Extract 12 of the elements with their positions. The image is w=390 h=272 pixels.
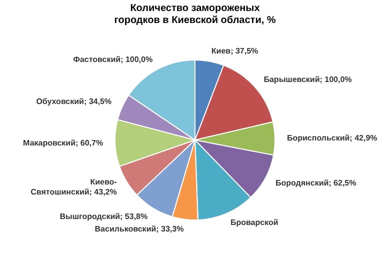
chart-title: Количество замороженых городков в Киевской области, % xyxy=(114,3,276,26)
slice-label: Барышевский; 100,0% xyxy=(264,75,352,84)
slice-label: Фастовский; 100,0% xyxy=(73,55,153,64)
slice-label: Обуховский; 34,5% xyxy=(36,97,112,106)
slice-label: Бориспольский; 42,9% xyxy=(286,133,378,142)
slice-label: Киев; 37,5% xyxy=(211,46,258,56)
slice-label: Бородянский; 62,5% xyxy=(276,178,356,188)
slice-label: Макаровский; 60,7% xyxy=(23,138,104,148)
slice-label: Вышгородский; 53,8% xyxy=(60,212,148,222)
slice-label: Броварской xyxy=(230,218,278,228)
slice-label: Киево-Святошинский; 43,2% xyxy=(30,178,118,197)
slice-label: Васильковский; 33,3% xyxy=(94,224,184,234)
